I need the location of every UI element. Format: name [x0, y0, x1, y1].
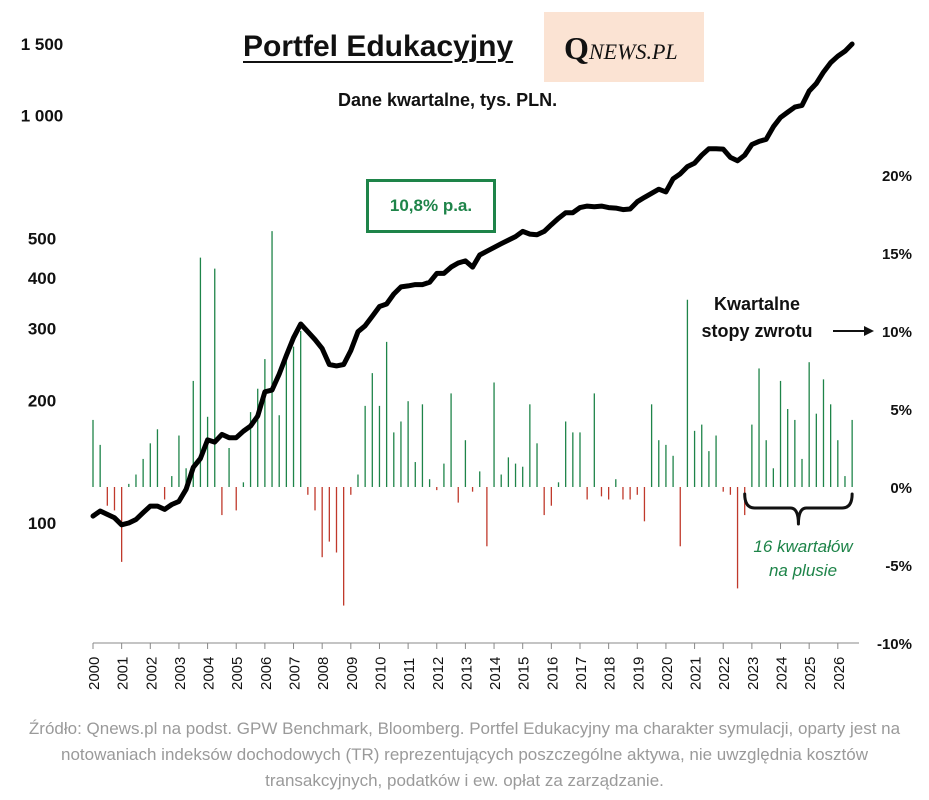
- chart-subtitle: Dane kwartalne, tys. PLN.: [338, 90, 558, 110]
- positive-quarters-label: 16 kwartałów na plusie: [728, 535, 878, 583]
- x-tick-label: 2014: [487, 657, 504, 690]
- right-tick-label: -5%: [885, 558, 912, 575]
- left-axis-tick-labels: 100 200 300 400 500 1 000 1 500: [21, 35, 64, 533]
- x-tick-label: 2000: [86, 657, 103, 690]
- left-tick-label: 400: [28, 269, 56, 288]
- positive-quarters-line2: na plusie: [768, 561, 838, 580]
- x-tick-label: 2005: [229, 657, 246, 690]
- returns-arrow-head: [864, 326, 874, 336]
- right-tick-label: 15%: [882, 246, 912, 263]
- x-tick-label: 2024: [774, 657, 791, 690]
- x-axis-tick-labels: 2000 2001 2002 2003 2004 2005 2006 2007 2008 2009…: [86, 657, 848, 690]
- x-tick-label: 2006: [258, 657, 275, 690]
- chart-title: Portfel Edukacyjny: [243, 30, 514, 63]
- left-tick-label: 1 000: [21, 107, 64, 126]
- logo-letter: Q: [564, 30, 589, 66]
- x-tick-label: 2020: [659, 657, 676, 690]
- x-tick-label: 2026: [831, 657, 848, 690]
- cagr-annotation-text: 10,8% p.a.: [389, 196, 473, 215]
- left-tick-label: 300: [28, 320, 56, 339]
- x-tick-label: 2010: [372, 657, 389, 690]
- x-tick-label: 2021: [688, 657, 705, 690]
- x-tick-label: 2016: [544, 657, 561, 690]
- right-tick-label: 5%: [890, 402, 912, 419]
- x-tick-label: 2011: [401, 658, 418, 690]
- x-tick-label: 2008: [315, 657, 332, 690]
- source-note: Źródło: Qnews.pl na podst. GPW Benchmark…: [28, 719, 901, 790]
- annotation-arrows: [743, 326, 874, 526]
- value-line-group: [90, 41, 855, 528]
- x-tick-label: 2009: [344, 657, 361, 690]
- left-tick-label: 200: [28, 391, 56, 410]
- left-tick-label: 500: [28, 229, 56, 248]
- x-tick-label: 2025: [802, 657, 819, 690]
- x-tick-label: 2022: [716, 657, 733, 690]
- returns-label: Kwartalne stopy zwrotu: [682, 291, 832, 345]
- x-tick-label: 2012: [430, 657, 447, 690]
- positive-quarters-line1: 16 kwartałów: [753, 537, 853, 556]
- x-tick-label: 2013: [458, 657, 475, 690]
- x-tick-label: 2017: [573, 657, 590, 690]
- right-tick-label: 0%: [890, 480, 912, 497]
- x-tick-label: 2007: [287, 657, 304, 690]
- left-tick-label: 100: [28, 514, 56, 533]
- x-tick-label: 2004: [201, 657, 218, 690]
- cagr-annotation-box: 10,8% p.a.: [366, 179, 496, 233]
- chart-axes: [92, 642, 859, 649]
- returns-label-line1: Kwartalne: [713, 294, 801, 314]
- returns-label-line2: stopy zwrotu: [701, 321, 813, 341]
- x-tick-label: 2002: [143, 657, 160, 690]
- right-tick-label: 20%: [882, 168, 912, 185]
- x-tick-label: 2019: [630, 657, 647, 690]
- logo-text: NEWS.PL: [589, 39, 678, 64]
- x-tick-label: 2023: [745, 657, 762, 690]
- qnews-logo: Q NEWS.PL: [544, 12, 704, 82]
- right-axis-tick-labels: -10% -5% 0% 5% 10% 15% 20%: [877, 168, 912, 653]
- right-tick-label: 10%: [882, 324, 912, 341]
- positive-quarters-brace: [743, 492, 854, 526]
- right-tick-label: -10%: [877, 636, 912, 653]
- x-tick-label: 2018: [602, 657, 619, 690]
- left-tick-label: 1 500: [21, 35, 64, 54]
- x-tick-label: 2015: [516, 657, 533, 690]
- x-tick-label: 2003: [172, 657, 189, 690]
- portfolio-value-line: [90, 41, 855, 528]
- x-tick-label: 2001: [115, 657, 132, 690]
